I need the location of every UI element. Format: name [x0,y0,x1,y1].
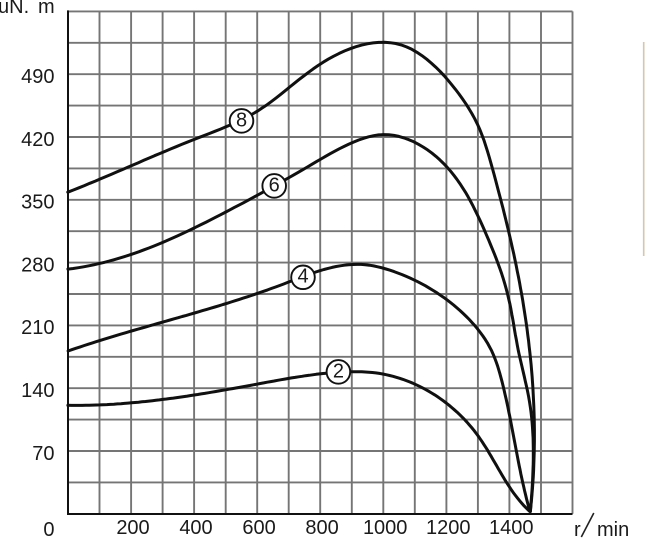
svg-text:4: 4 [297,266,308,288]
svg-text:280: 280 [21,254,54,276]
svg-text:1000: 1000 [363,517,408,538]
svg-text:0: 0 [43,519,54,538]
svg-text:r: r [574,519,581,538]
svg-text:350: 350 [21,192,54,214]
svg-text:200: 200 [116,517,149,538]
svg-text:420: 420 [21,129,54,151]
svg-text:6: 6 [269,174,280,196]
svg-text:2: 2 [333,360,344,382]
svg-text:140: 140 [21,380,54,402]
svg-text:m: m [38,0,55,18]
svg-text:min: min [597,519,629,538]
svg-text:400: 400 [179,517,212,538]
svg-text:uN.: uN. [0,0,29,18]
svg-text:800: 800 [305,517,338,538]
svg-text:70: 70 [32,443,54,465]
svg-text:490: 490 [21,66,54,88]
svg-text:210: 210 [21,317,54,339]
svg-text:1200: 1200 [426,517,471,538]
svg-text:600: 600 [242,517,275,538]
svg-text:8: 8 [236,109,247,131]
svg-text:1400: 1400 [489,517,534,538]
